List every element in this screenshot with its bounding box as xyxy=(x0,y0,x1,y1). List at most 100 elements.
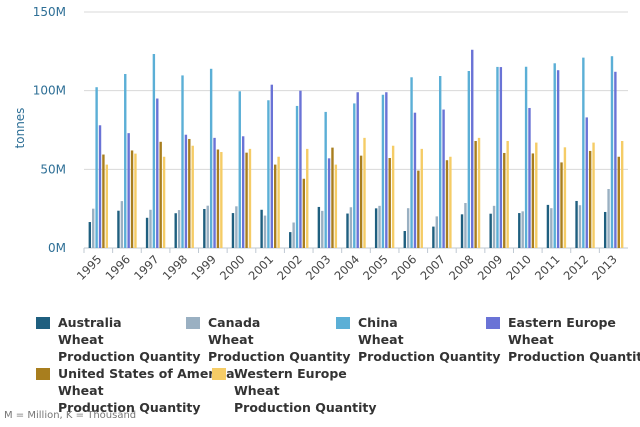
bar-1995-series-1[interactable] xyxy=(92,208,95,248)
bar-2008-series-4[interactable] xyxy=(474,141,477,248)
bar-2013-series-2[interactable] xyxy=(610,56,614,249)
bar-2007-series-1[interactable] xyxy=(435,216,438,248)
bar-1999-series-4[interactable] xyxy=(216,149,220,248)
bar-1999-series-1[interactable] xyxy=(206,205,209,248)
bar-2009-series-3[interactable] xyxy=(499,67,503,248)
bar-2007-series-2[interactable] xyxy=(438,76,442,248)
bar-1995-series-5[interactable] xyxy=(105,164,109,248)
bar-2010-series-5[interactable] xyxy=(535,142,538,248)
bar-1999-series-0[interactable] xyxy=(203,208,206,248)
bar-1996-series-3[interactable] xyxy=(127,133,130,248)
bar-2004-series-2[interactable] xyxy=(353,103,356,248)
bar-2002-series-1[interactable] xyxy=(292,222,295,248)
bar-2006-series-1[interactable] xyxy=(406,208,410,248)
bar-2005-series-0[interactable] xyxy=(374,208,378,248)
bar-1996-series-1[interactable] xyxy=(120,201,124,248)
bar-2007-series-4[interactable] xyxy=(445,160,449,248)
bar-2006-series-0[interactable] xyxy=(403,231,406,248)
bar-2002-series-0[interactable] xyxy=(289,232,292,248)
bar-2001-series-5[interactable] xyxy=(277,156,280,248)
bar-2007-series-0[interactable] xyxy=(432,226,435,248)
bar-2006-series-3[interactable] xyxy=(413,112,417,248)
bar-2002-series-2[interactable] xyxy=(295,105,299,249)
bar-2004-series-5[interactable] xyxy=(363,137,366,248)
bar-2005-series-2[interactable] xyxy=(381,94,385,248)
bar-2004-series-0[interactable] xyxy=(346,213,349,248)
bar-2000-series-4[interactable] xyxy=(245,152,248,248)
bar-2006-series-4[interactable] xyxy=(417,170,420,248)
bar-2003-series-2[interactable] xyxy=(324,111,327,248)
bar-2009-series-5[interactable] xyxy=(506,141,509,248)
bar-1996-series-0[interactable] xyxy=(117,210,120,248)
bar-2002-series-5[interactable] xyxy=(306,148,309,248)
bar-2012-series-2[interactable] xyxy=(582,57,585,248)
bar-2010-series-1[interactable] xyxy=(521,211,524,248)
bar-2013-series-4[interactable] xyxy=(617,156,620,248)
bar-2012-series-1[interactable] xyxy=(578,205,582,248)
bar-2003-series-5[interactable] xyxy=(334,164,338,248)
bar-2010-series-3[interactable] xyxy=(528,107,531,248)
bar-2001-series-0[interactable] xyxy=(260,209,263,248)
bar-2000-series-3[interactable] xyxy=(241,136,245,248)
bar-2001-series-3[interactable] xyxy=(270,84,274,248)
bar-2007-series-3[interactable] xyxy=(442,109,445,248)
bar-1997-series-5[interactable] xyxy=(162,156,166,248)
bar-2008-series-5[interactable] xyxy=(477,137,481,248)
bar-2013-series-1[interactable] xyxy=(607,189,610,248)
bar-2007-series-5[interactable] xyxy=(449,156,452,248)
bar-1997-series-3[interactable] xyxy=(156,98,159,248)
bar-2011-series-3[interactable] xyxy=(556,70,560,249)
bar-2001-series-4[interactable] xyxy=(274,164,277,248)
bar-2004-series-1[interactable] xyxy=(349,207,353,248)
bar-2003-series-1[interactable] xyxy=(321,210,324,248)
bar-1998-series-0[interactable] xyxy=(174,213,177,248)
bar-2008-series-3[interactable] xyxy=(471,49,474,249)
bar-2011-series-1[interactable] xyxy=(550,208,553,248)
bar-1999-series-5[interactable] xyxy=(220,152,223,248)
bar-2001-series-2[interactable] xyxy=(267,100,270,248)
bar-2004-series-4[interactable] xyxy=(359,155,363,248)
bar-2002-series-3[interactable] xyxy=(299,90,302,248)
bar-2008-series-2[interactable] xyxy=(467,71,471,248)
bar-2005-series-5[interactable] xyxy=(391,145,395,248)
bar-2000-series-1[interactable] xyxy=(235,206,238,248)
bar-2003-series-4[interactable] xyxy=(331,147,334,248)
bar-1996-series-5[interactable] xyxy=(134,153,137,248)
bar-2000-series-5[interactable] xyxy=(248,148,252,248)
bar-1997-series-4[interactable] xyxy=(159,141,162,248)
bar-2011-series-0[interactable] xyxy=(546,204,550,248)
bar-2012-series-0[interactable] xyxy=(575,200,578,248)
bar-1995-series-2[interactable] xyxy=(95,87,98,249)
bar-2010-series-0[interactable] xyxy=(518,213,521,248)
bar-1996-series-2[interactable] xyxy=(124,73,127,249)
bar-1995-series-4[interactable] xyxy=(102,154,105,248)
bar-2012-series-4[interactable] xyxy=(588,150,592,248)
bar-2012-series-5[interactable] xyxy=(592,142,595,248)
bar-1999-series-3[interactable] xyxy=(213,137,216,248)
bar-2000-series-0[interactable] xyxy=(231,213,235,248)
bar-1998-series-4[interactable] xyxy=(188,138,191,248)
bar-2005-series-3[interactable] xyxy=(385,92,388,249)
bar-1998-series-2[interactable] xyxy=(181,75,184,248)
bar-2009-series-4[interactable] xyxy=(503,152,506,248)
bar-2009-series-0[interactable] xyxy=(489,213,492,248)
bar-2010-series-2[interactable] xyxy=(524,66,528,248)
bar-1995-series-3[interactable] xyxy=(98,125,102,248)
bar-2005-series-1[interactable] xyxy=(378,205,381,248)
bar-2013-series-5[interactable] xyxy=(620,141,624,248)
bar-2009-series-2[interactable] xyxy=(496,66,499,248)
bar-2008-series-0[interactable] xyxy=(460,214,464,248)
bar-2002-series-4[interactable] xyxy=(302,178,306,248)
bar-2009-series-1[interactable] xyxy=(492,205,496,248)
bar-1997-series-0[interactable] xyxy=(145,217,149,248)
bar-1998-series-1[interactable] xyxy=(177,210,181,248)
bar-2013-series-0[interactable] xyxy=(603,211,607,248)
bar-2001-series-1[interactable] xyxy=(263,215,267,248)
bar-2013-series-3[interactable] xyxy=(614,71,617,248)
bar-1999-series-2[interactable] xyxy=(209,68,213,248)
bar-2008-series-1[interactable] xyxy=(464,203,467,248)
bar-2010-series-4[interactable] xyxy=(531,153,535,248)
bar-1995-series-0[interactable] xyxy=(88,222,92,248)
bar-1996-series-4[interactable] xyxy=(130,150,134,248)
bar-1998-series-3[interactable] xyxy=(184,134,188,248)
